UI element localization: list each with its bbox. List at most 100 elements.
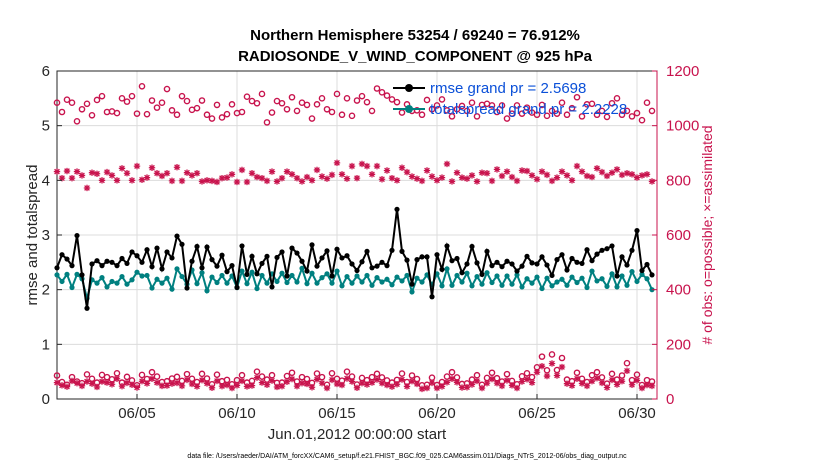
totalspread-point — [609, 271, 615, 277]
totalspread-point — [154, 276, 160, 282]
obs-assimilated-marker — [408, 378, 416, 385]
totalspread-point — [404, 272, 410, 279]
obs-assimilated-marker — [563, 172, 571, 179]
obs-assimilated-marker — [603, 384, 611, 391]
rmse-point — [179, 241, 185, 247]
obs-possible-marker — [608, 99, 616, 107]
obs-assimilated-marker — [388, 174, 396, 182]
obs-assimilated-marker — [118, 165, 126, 172]
obs-possible-marker — [418, 111, 426, 119]
obs-assimilated-marker — [193, 170, 201, 177]
obs-possible-marker — [283, 105, 291, 113]
totalspread-point — [314, 280, 320, 286]
obs-possible-marker — [258, 90, 266, 98]
obs-assimilated-marker — [258, 174, 266, 182]
obs-possible-marker — [173, 373, 181, 381]
x-axis-ticks: 06/05 06/10 06/15 06/20 06/25 06/30 — [118, 394, 656, 422]
x-tick-label: 06/20 — [418, 405, 456, 422]
obs-assimilated-marker — [108, 381, 116, 388]
obs-assimilated-marker — [498, 172, 506, 180]
x-axis-label: Jun.01,2012 00:00:00 start — [268, 426, 447, 443]
rmse-point — [469, 243, 475, 250]
obs-possible-marker — [158, 99, 166, 107]
obs-assimilated-marker — [533, 176, 541, 183]
rmse-point — [84, 305, 90, 311]
rmse-point — [169, 255, 175, 261]
obs-assimilated-marker — [638, 172, 646, 179]
obs-assimilated-marker — [98, 378, 106, 385]
obs-possible-marker — [328, 370, 336, 377]
obs-assimilated-marker — [388, 383, 396, 390]
rmse-point — [194, 243, 200, 250]
obs-possible-marker — [343, 368, 351, 375]
obs-assimilated-marker — [508, 382, 516, 389]
totalspread-point — [444, 266, 450, 272]
totalspread-point — [214, 279, 220, 286]
obs-assimilated-marker — [463, 175, 471, 182]
rmse-point — [219, 252, 225, 258]
obs-possible-marker — [503, 115, 511, 122]
rmse-point — [344, 253, 350, 259]
obs-assimilated-marker — [638, 384, 646, 392]
obs-assimilated-marker — [93, 383, 101, 391]
obs-assimilated-marker — [398, 164, 406, 171]
obs-possible-marker — [133, 110, 141, 117]
y-right-tick-label: 200 — [666, 336, 691, 353]
obs-assimilated-marker — [648, 382, 656, 390]
obs-possible-marker — [263, 376, 271, 383]
obs-assimilated-marker — [418, 385, 426, 393]
totalspread-point — [129, 277, 135, 283]
totalspread-point — [474, 273, 480, 280]
obs-assimilated-marker — [328, 171, 336, 179]
obs-possible-marker — [563, 111, 571, 119]
obs-assimilated-marker — [383, 381, 391, 389]
obs-assimilated-marker — [443, 379, 451, 386]
totalspread-point — [304, 281, 310, 287]
totalspread-point — [384, 276, 390, 282]
totalspread-point — [134, 269, 140, 275]
obs-possible-marker — [258, 373, 266, 380]
obs-assimilated-marker — [168, 380, 176, 387]
obs-possible-marker — [393, 98, 401, 106]
rmse-point — [74, 232, 80, 239]
x-tick-label: 06/05 — [118, 405, 156, 422]
obs-possible-marker — [433, 102, 441, 109]
obs-possible-marker — [168, 107, 176, 114]
totalspread-point — [464, 270, 470, 276]
obs-assimilated-marker — [173, 379, 181, 387]
obs-possible-marker — [123, 98, 131, 105]
rmse-point — [514, 268, 520, 274]
rmse-point — [339, 255, 345, 261]
obs-assimilated-marker — [218, 382, 226, 390]
obs-possible-marker — [618, 372, 626, 379]
rmse-point — [239, 243, 245, 249]
rmse-point — [184, 285, 190, 291]
totalspread-point — [164, 275, 170, 281]
totalspread-point — [644, 276, 650, 282]
obs-possible-marker — [613, 95, 621, 102]
totalspread-point — [514, 272, 520, 278]
y-right-tick-label: 1200 — [666, 63, 699, 80]
rmse-point — [479, 271, 485, 277]
obs-assimilated-marker — [513, 177, 521, 185]
obs-possible-marker — [588, 371, 596, 379]
obs-assimilated-marker — [428, 173, 436, 180]
obs-assimilated-marker — [523, 167, 531, 175]
obs-possible-marker — [113, 370, 121, 377]
totalspread-point — [489, 279, 495, 286]
rmse-point — [459, 270, 465, 276]
rmse-point — [149, 264, 155, 270]
obs-possible-marker — [333, 90, 341, 98]
obs-assimilated-marker — [253, 173, 261, 181]
rmse-point — [504, 258, 510, 264]
obs-assimilated-marker — [268, 377, 276, 384]
totalspread-point — [284, 279, 290, 286]
obs-assimilated-marker — [588, 173, 596, 181]
rmse-point — [279, 249, 285, 255]
chart-title-line1: Northern Hemisphere 53254 / 69240 = 76.9… — [250, 27, 580, 44]
obs-assimilated-marker — [438, 174, 446, 181]
obs-assimilated-marker — [103, 168, 111, 176]
y-right-tick-label: 800 — [666, 172, 691, 189]
obs-possible-marker — [203, 111, 211, 119]
obs-possible-marker — [558, 354, 566, 362]
